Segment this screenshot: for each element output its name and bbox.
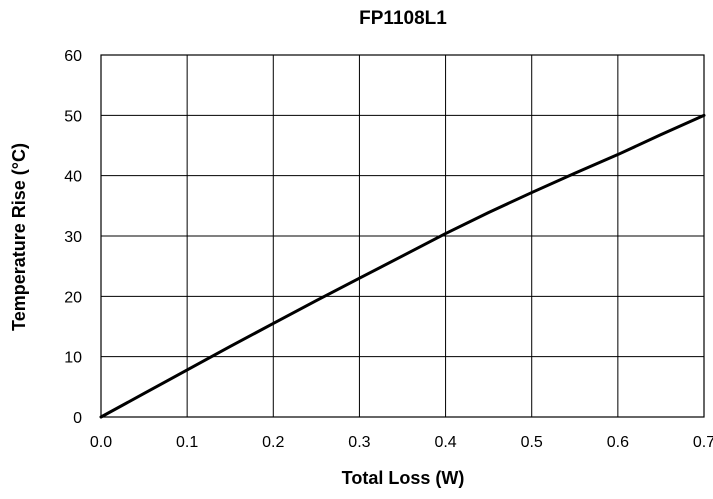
- x-tick-label: 0.4: [434, 434, 456, 451]
- y-tick-label: 10: [64, 350, 82, 367]
- grid: [100, 54, 705, 418]
- y-axis-label: Temperature Rise (°C): [9, 143, 29, 331]
- y-tick-label: 40: [64, 169, 82, 186]
- chart-title: FP1108L1: [359, 8, 447, 29]
- x-tick-label: 0.5: [521, 434, 543, 451]
- y-tick-label: 50: [64, 108, 82, 125]
- y-tick-label: 0: [73, 410, 82, 427]
- x-axis-label: Total Loss (W): [342, 468, 465, 488]
- x-tick-labels: 0.0 0.1 0.2 0.3 0.4 0.5 0.6 0.7: [90, 434, 713, 451]
- x-tick-label: 0.1: [176, 434, 198, 451]
- x-tick-label: 0.7: [693, 434, 713, 451]
- x-tick-label: 0.3: [348, 434, 370, 451]
- series: [99, 113, 706, 419]
- x-tick-label: 0.2: [262, 434, 284, 451]
- y-tick-label: 60: [64, 48, 82, 65]
- x-tick-label: 0.0: [90, 434, 112, 451]
- x-tick-label: 0.6: [607, 434, 629, 451]
- series-line: [99, 113, 706, 419]
- y-tick-labels: 0 10 20 30 40 50 60: [64, 48, 82, 427]
- plot-frame: [100, 54, 705, 418]
- y-tick-label: 20: [64, 289, 82, 306]
- y-tick-label: 30: [64, 229, 82, 246]
